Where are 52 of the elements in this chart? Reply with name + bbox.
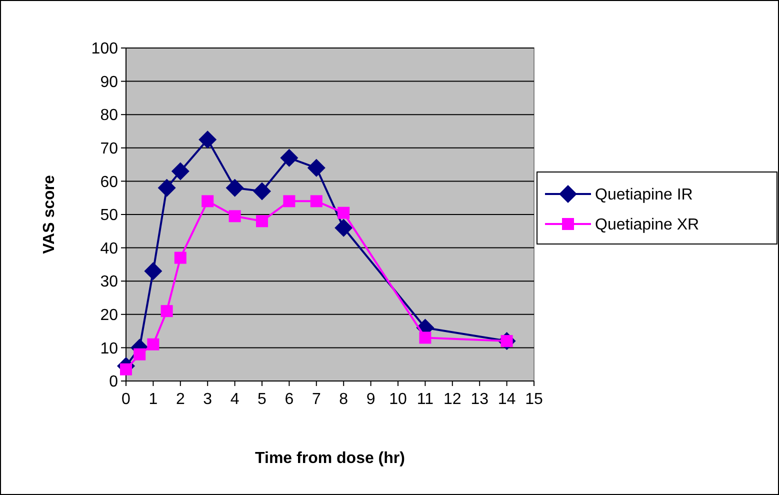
x-tick-label: 8 — [339, 391, 348, 408]
point — [147, 338, 160, 350]
x-tick-label: 9 — [366, 391, 376, 408]
y-tick-label: 90 — [100, 74, 118, 91]
point — [283, 195, 296, 208]
y-tick-label: 60 — [100, 174, 118, 191]
x-tick-label: 6 — [284, 391, 294, 408]
point — [280, 148, 298, 167]
point — [171, 162, 190, 180]
point — [144, 262, 162, 280]
point — [160, 305, 173, 318]
point — [307, 158, 326, 177]
x-axis-title: Time from dose (hr) — [255, 450, 405, 467]
x-tick-label: 4 — [230, 391, 240, 408]
point — [174, 252, 186, 264]
y-tick-label: 10 — [100, 340, 118, 358]
x-tick-label: 14 — [498, 391, 516, 408]
point — [338, 206, 350, 219]
y-tick-label: 70 — [100, 140, 118, 158]
x-tick-label: 10 — [389, 391, 407, 408]
point — [134, 348, 146, 360]
y-tick-label: 40 — [100, 240, 118, 258]
x-tick-label: 1 — [148, 391, 158, 408]
point — [202, 195, 214, 208]
legend-label: Quetiapine XR — [595, 216, 700, 234]
y-tick-label: 20 — [100, 307, 118, 324]
point — [310, 195, 322, 208]
point — [120, 363, 132, 376]
y-tick-label: 80 — [100, 107, 118, 124]
y-tick-label: 30 — [100, 274, 118, 291]
x-tick-label: 11 — [416, 391, 434, 408]
x-tick-label: 0 — [122, 391, 131, 408]
point — [158, 178, 176, 197]
y-tick-label: 100 — [91, 40, 118, 58]
x-tick-label: 3 — [203, 391, 212, 408]
point — [419, 332, 432, 344]
x-tick-label: 12 — [444, 391, 462, 408]
legend-label: Quetiapine IR — [595, 186, 693, 204]
point — [228, 210, 241, 222]
point — [334, 218, 353, 237]
x-tick-label: 15 — [525, 391, 543, 408]
point — [253, 182, 271, 200]
y-tick-label: 50 — [100, 207, 118, 224]
y-tick-label: 0 — [109, 374, 118, 391]
x-tick-label: 2 — [176, 391, 185, 408]
point — [256, 215, 268, 228]
x-tick-label: 5 — [258, 391, 267, 408]
point — [226, 178, 244, 197]
point — [198, 130, 217, 149]
y-axis-title: VAS score — [41, 174, 58, 254]
x-tick-label: 7 — [312, 391, 321, 408]
x-tick-label: 13 — [470, 391, 489, 408]
